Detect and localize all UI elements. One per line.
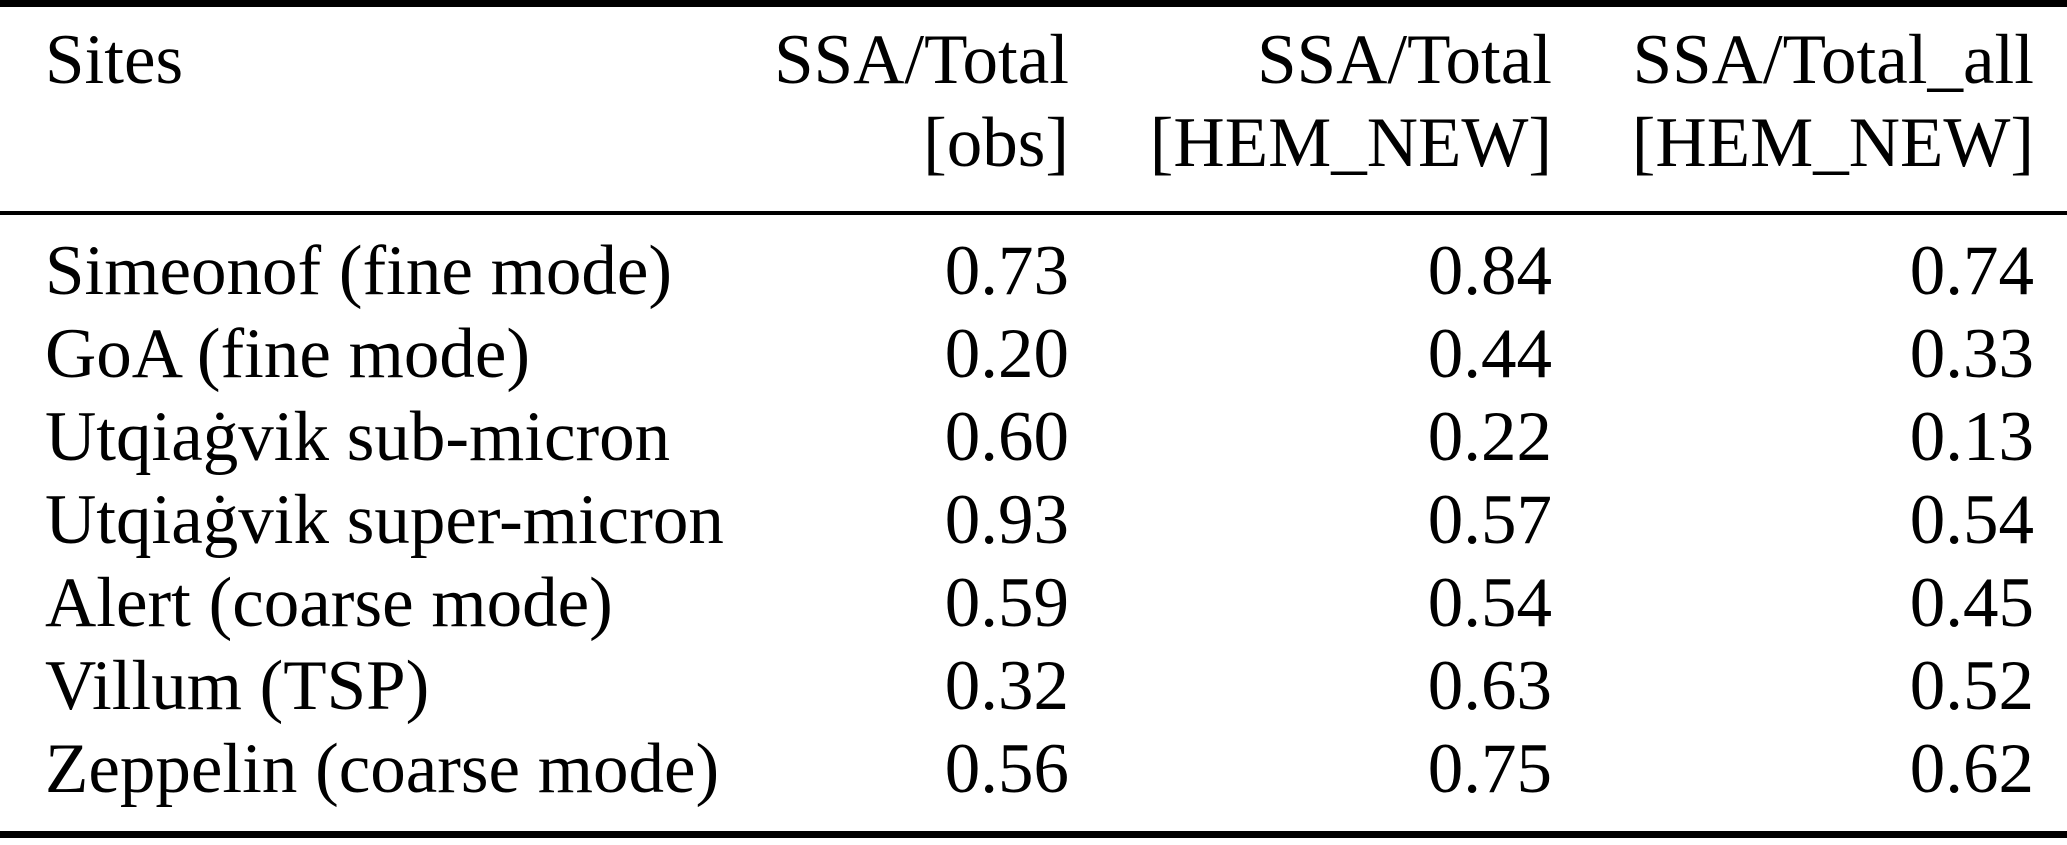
column-header-ssa-total-obs: SSA/Total [obs] — [586, 4, 1069, 214]
value-total-all-hem-new: 0.33 — [1909, 315, 2034, 393]
header-row: Sites SSA/Total [obs] SSA/Total [HEM_NEW… — [0, 4, 2067, 214]
value-obs: 0.73 — [944, 232, 1069, 310]
column-header-sublabel: [HEM_NEW] — [1631, 104, 2034, 182]
site-name: Simeonof (fine mode) — [45, 232, 673, 310]
site-name: Villum (TSP) — [45, 647, 430, 725]
value-total-all-hem-new: 0.52 — [1909, 647, 2034, 725]
table-header: Sites SSA/Total [obs] SSA/Total [HEM_NEW… — [0, 4, 2067, 214]
value-obs: 0.93 — [944, 481, 1069, 559]
column-header-ssa-total-all-hem-new: SSA/Total_all [HEM_NEW] — [1552, 4, 2067, 214]
column-header-label: SSA/Total_all — [1632, 21, 2034, 99]
column-header-label: SSA/Total — [774, 21, 1069, 99]
site-name: Utqiaġvik sub-micron — [45, 398, 671, 476]
table-row: GoA (fine mode) 0.20 0.44 0.33 — [0, 313, 2067, 396]
value-obs: 0.56 — [944, 730, 1069, 808]
value-obs: 0.20 — [944, 315, 1069, 393]
value-total-all-hem-new: 0.45 — [1909, 564, 2034, 642]
value-hem-new: 0.75 — [1427, 730, 1552, 808]
value-total-all-hem-new: 0.74 — [1909, 232, 2034, 310]
site-name: Zeppelin (coarse mode) — [45, 730, 720, 808]
site-name: Alert (coarse mode) — [45, 564, 613, 642]
site-name: Utqiaġvik super-micron — [45, 481, 724, 559]
site-name: GoA (fine mode) — [45, 315, 531, 393]
table-body: Simeonof (fine mode) 0.73 0.84 0.74 GoA … — [0, 213, 2067, 835]
column-header-sublabel: [obs] — [923, 104, 1069, 182]
value-obs: 0.59 — [944, 564, 1069, 642]
table-row: Utqiaġvik super-micron 0.93 0.57 0.54 — [0, 479, 2067, 562]
table-row: Utqiaġvik sub-micron 0.60 0.22 0.13 — [0, 396, 2067, 479]
column-header-label: Sites — [45, 21, 184, 99]
table-row: Simeonof (fine mode) 0.73 0.84 0.74 — [0, 213, 2067, 313]
column-header-label: SSA/Total — [1257, 21, 1552, 99]
value-hem-new: 0.57 — [1427, 481, 1552, 559]
column-header-sublabel: [HEM_NEW] — [1149, 104, 1552, 182]
column-header-sites: Sites — [0, 4, 586, 214]
value-total-all-hem-new: 0.62 — [1909, 730, 2034, 808]
table-row: Villum (TSP) 0.32 0.63 0.52 — [0, 645, 2067, 728]
table-row: Zeppelin (coarse mode) 0.56 0.75 0.62 — [0, 728, 2067, 835]
column-header-ssa-total-hem-new: SSA/Total [HEM_NEW] — [1069, 4, 1552, 214]
value-total-all-hem-new: 0.54 — [1909, 481, 2034, 559]
value-hem-new: 0.54 — [1427, 564, 1552, 642]
table-row: Alert (coarse mode) 0.59 0.54 0.45 — [0, 562, 2067, 645]
value-total-all-hem-new: 0.13 — [1909, 398, 2034, 476]
value-hem-new: 0.44 — [1427, 315, 1552, 393]
value-obs: 0.60 — [944, 398, 1069, 476]
value-hem-new: 0.63 — [1427, 647, 1552, 725]
value-hem-new: 0.84 — [1427, 232, 1552, 310]
value-hem-new: 0.22 — [1427, 398, 1552, 476]
value-obs: 0.32 — [944, 647, 1069, 725]
